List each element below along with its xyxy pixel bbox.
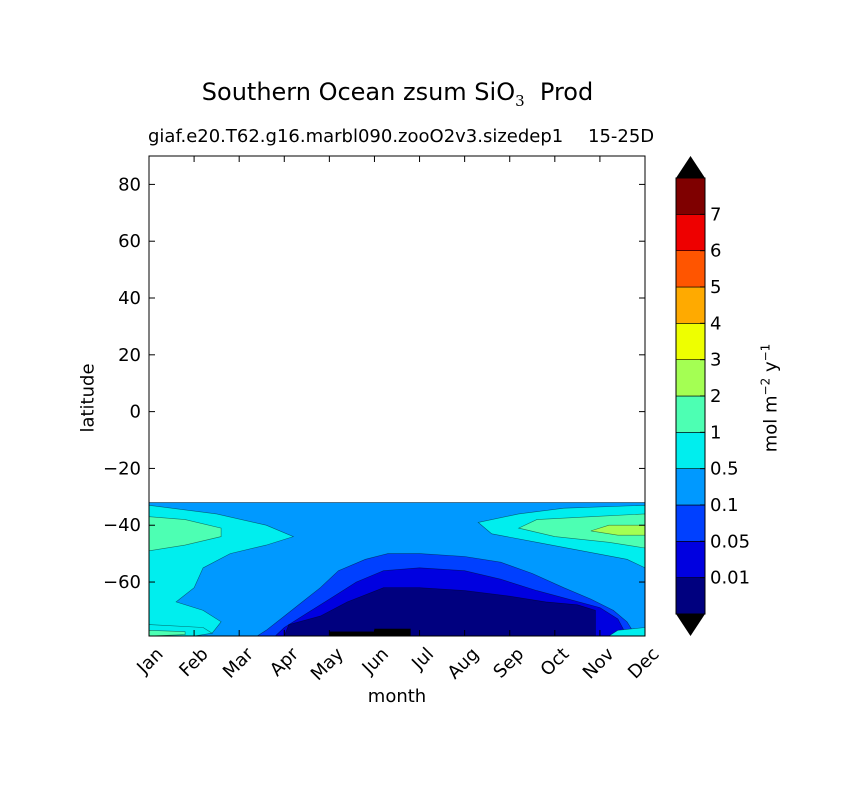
x-tick-label: Jun [358,644,393,679]
x-tick-label: Nov [579,643,619,683]
colorbar-segment [675,359,706,397]
contour-region-9 [590,524,645,536]
y-tick-label: 80 [118,174,141,195]
colorbar-extend-under [676,614,705,636]
x-axis-label: month [367,686,427,707]
colorbar-tick-label: 3 [710,350,721,371]
x-tick-label: Dec [624,644,663,683]
y-tick-label: 60 [118,231,141,252]
x-tick-label: Apr [266,643,303,680]
colorbar-segment [675,432,706,469]
colorbar-extend-over [676,156,705,178]
colorbar-tick-label: 5 [710,277,721,298]
y-tick-label: 20 [118,345,141,366]
colorbar-segment [675,395,706,433]
y-axis-label: latitude [77,363,99,433]
colorbar-tick-label: 0.5 [710,459,739,480]
contour-region-3 [283,587,596,636]
colorbar-segment [675,577,706,615]
contour-layer [149,502,645,636]
contour-region-12 [608,627,645,636]
x-tick-label: Aug [444,644,484,684]
colorbar-label: mol m−2 y−1 [758,343,782,453]
x-tick-label: Feb [175,644,212,681]
colorbar-tick-label: 1 [710,422,721,443]
colorbar-segment [675,323,706,360]
chart-title: Southern Ocean zsum SiO3 Prod [201,78,594,110]
x-tick-label: Mar [219,643,258,682]
x-tick-label: Jul [407,644,438,675]
contour-region-6 [149,516,222,552]
y-tick-label: 0 [130,402,141,423]
plot-frame [148,155,646,637]
contour-region-8 [517,513,645,549]
x-tick-label: Jan [132,644,167,679]
x-tick-label: Oct [537,644,574,681]
colorbar-tick-label: 0.1 [710,495,739,516]
colorbar-segment [675,468,706,506]
y-tick-label: −40 [103,515,141,536]
x-tick-label: Sep [489,644,528,683]
colorbar-segment [675,541,706,578]
colorbar-segment [675,177,706,215]
colorbar-tick-label: 0.05 [710,531,750,552]
colorbar-segment [675,286,706,324]
y-tick-label: 40 [118,288,141,309]
colorbar-tick-label: 6 [710,241,721,262]
colorbar-segment [675,250,706,288]
y-tick-label: −60 [103,572,141,593]
contour-region-11 [149,629,186,636]
colorbar-segment [675,214,706,251]
chart-subtitle: giaf.e20.T62.g16.marbl090.zooO2v3.sizede… [148,126,564,147]
colorbar-segment [675,504,706,542]
colorbar-tick-label: 0.01 [710,568,750,589]
chart-subtitle-overlap: 15-25D [588,126,655,147]
colorbar-tick-label: 7 [710,204,721,225]
colorbar-tick-label: 4 [710,313,721,334]
x-tick-label: May [307,643,348,684]
colorbar-tick-label: 2 [710,386,721,407]
y-tick-label: −20 [103,458,141,479]
